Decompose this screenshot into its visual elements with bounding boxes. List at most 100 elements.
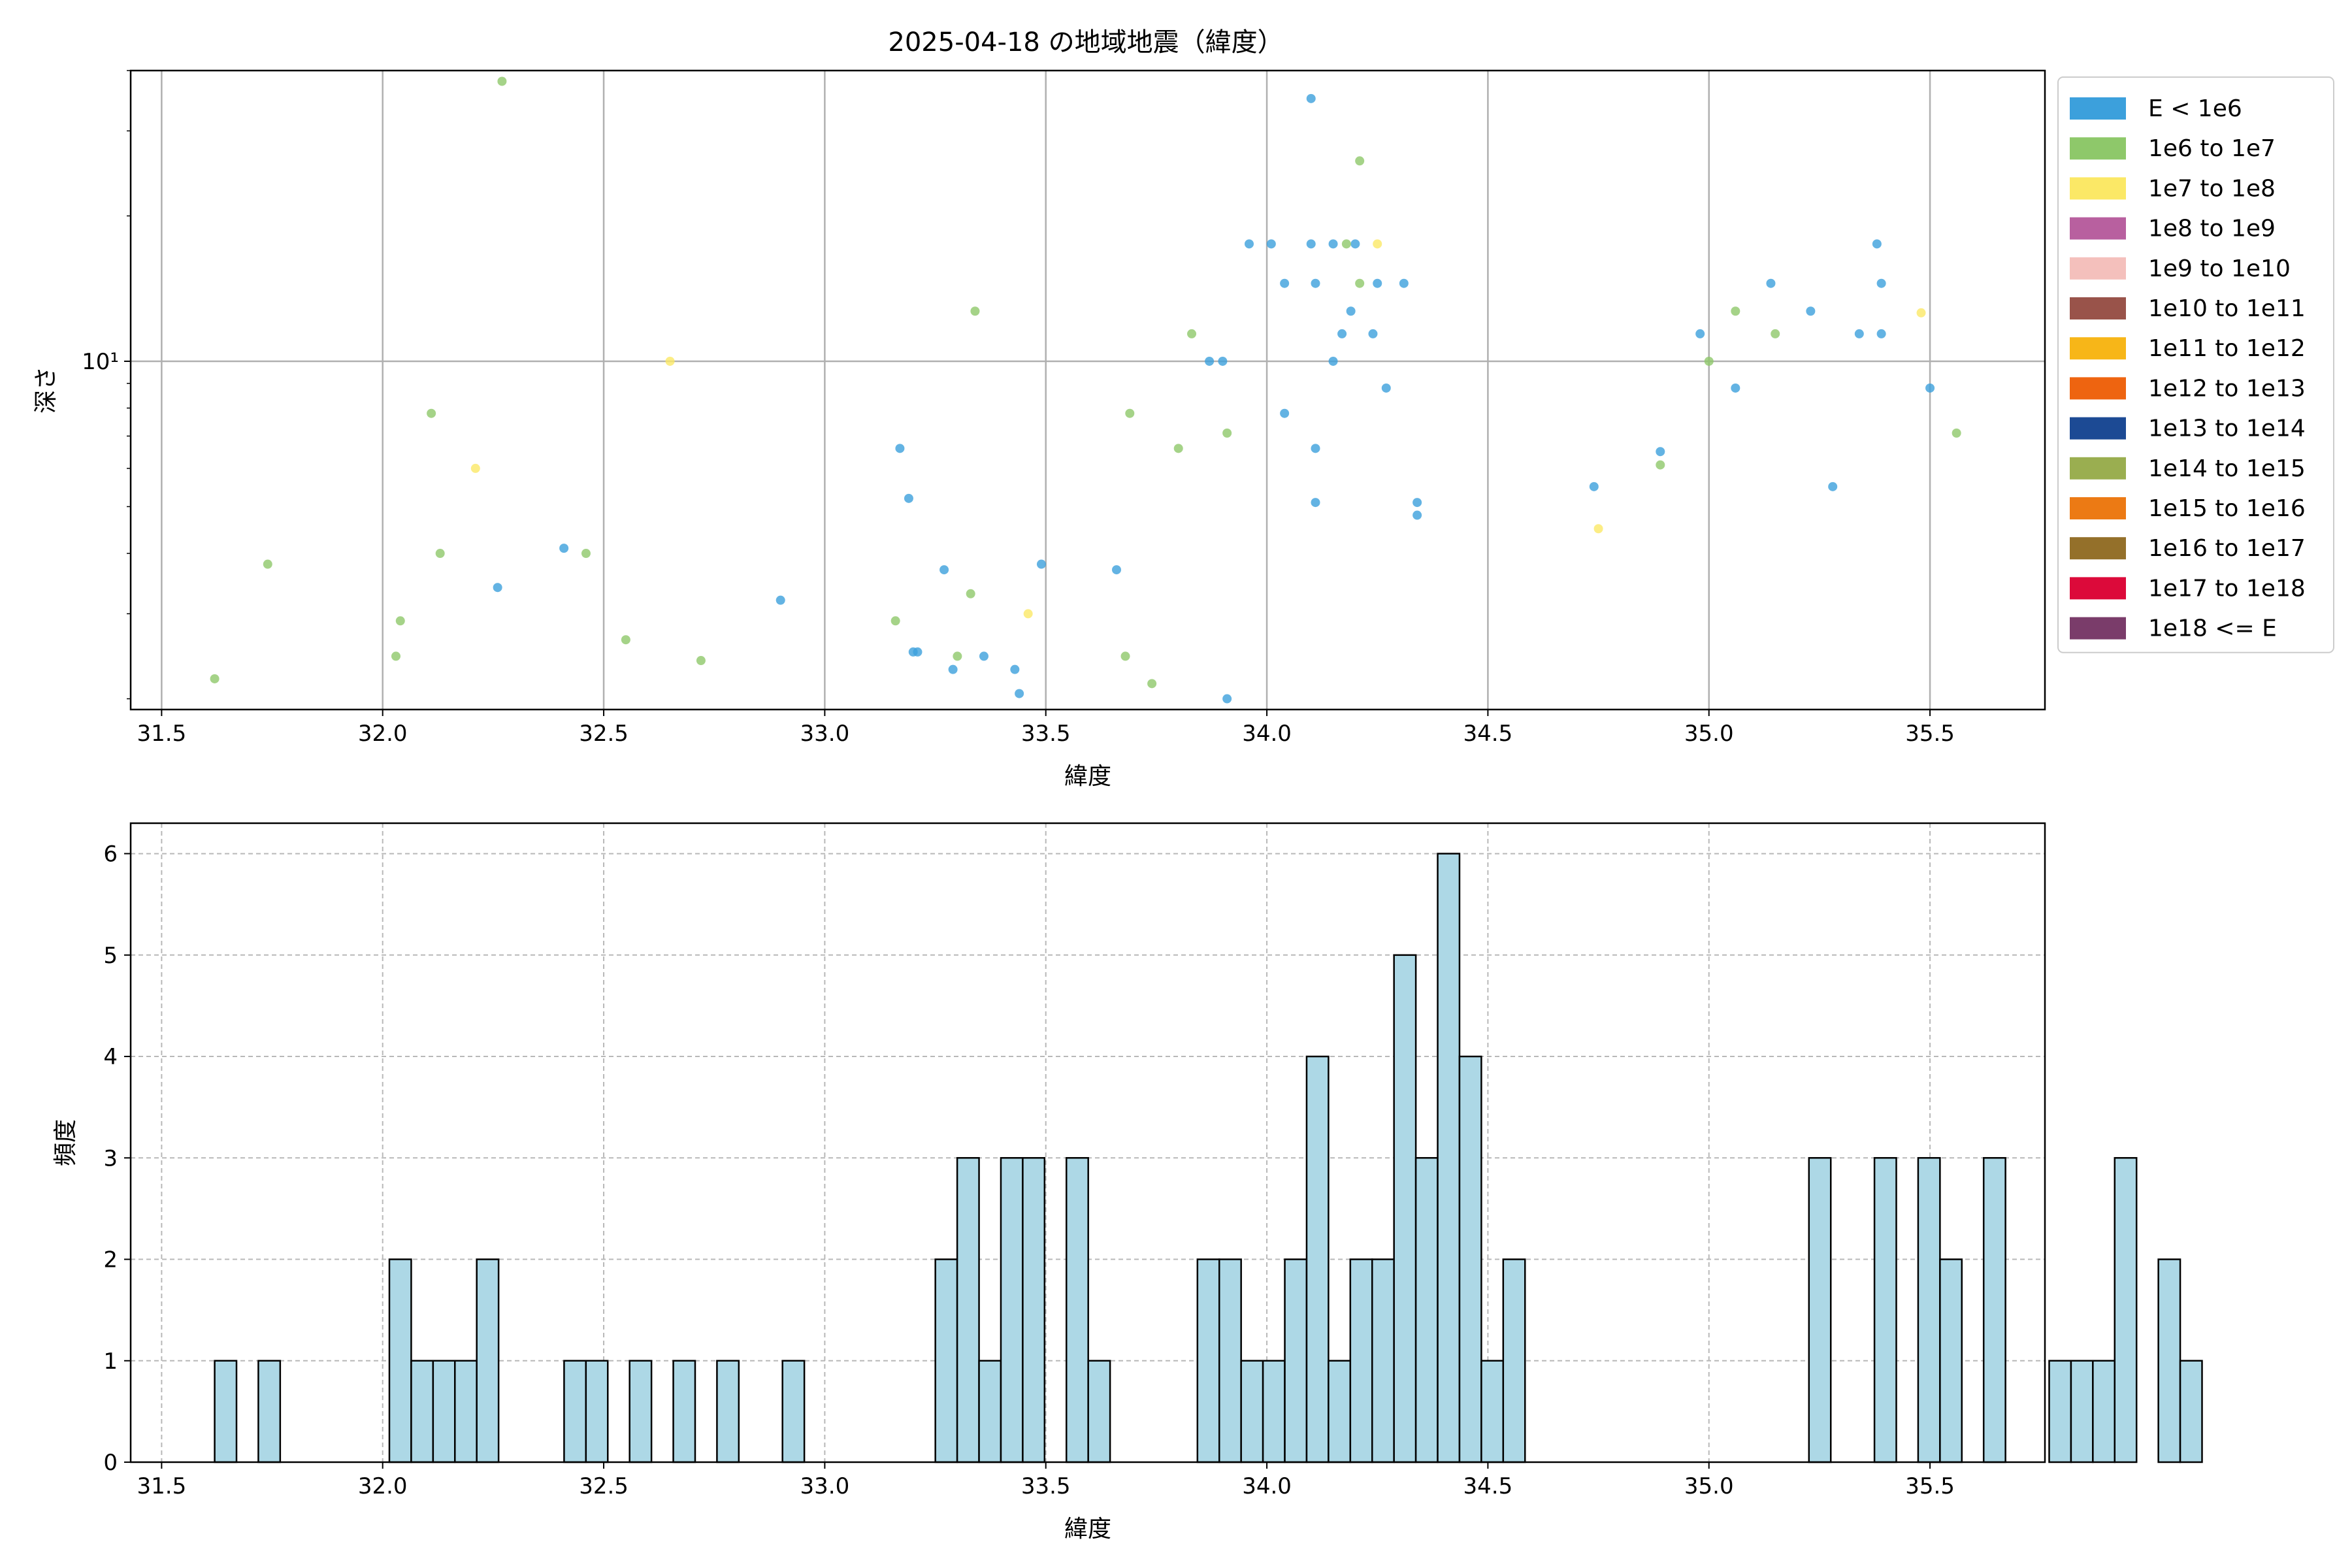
histogram-y-tick-label: 5	[103, 943, 118, 969]
scatter-point	[890, 616, 900, 626]
scatter-title: 2025-04-18 の地域地震（緯度）	[888, 27, 1283, 57]
histogram-bar	[1328, 1360, 1352, 1463]
scatter-point	[1771, 329, 1780, 338]
scatter-x-tick-label: 34.5	[1463, 721, 1513, 747]
scatter-points	[210, 76, 1961, 704]
scatter-point	[1413, 498, 1422, 508]
scatter-point	[1328, 356, 1338, 366]
scatter-point	[1306, 239, 1316, 249]
scatter-point	[1222, 428, 1232, 438]
legend-label: 1e7 to 1e8	[2148, 175, 2276, 202]
scatter-point	[1350, 239, 1360, 249]
scatter-point	[1766, 278, 1776, 288]
scatter-point	[1266, 239, 1276, 249]
histogram-bar	[934, 1258, 958, 1463]
scatter-point	[1656, 447, 1665, 457]
histogram-x-tick-label: 31.5	[137, 1473, 187, 1499]
scatter-point	[1373, 278, 1382, 288]
scatter-point	[904, 493, 913, 503]
scatter-point	[1205, 356, 1215, 366]
histogram-bar	[1917, 1157, 1941, 1463]
legend-swatch	[2070, 137, 2126, 160]
scatter-point	[895, 444, 905, 453]
legend-label: 1e13 to 1e14	[2148, 416, 2306, 442]
scatter-point	[1218, 356, 1228, 366]
scatter-point	[1341, 239, 1351, 249]
scatter-point	[1173, 444, 1183, 453]
legend-swatch	[2070, 297, 2126, 319]
legend-label: 1e17 to 1e18	[2148, 575, 2306, 602]
histogram-bar	[1437, 853, 1461, 1463]
histogram-bar	[629, 1360, 653, 1463]
histogram-bar	[563, 1360, 587, 1463]
histogram-plot-frame	[129, 822, 2046, 1463]
scatter-point	[1337, 329, 1347, 338]
legend-swatch	[2070, 617, 2126, 640]
scatter-point	[1731, 383, 1740, 393]
legend-swatch	[2070, 337, 2126, 360]
histogram-bar	[1065, 1157, 1089, 1463]
legend-swatch	[2070, 497, 2126, 519]
scatter-x-tick-label: 35.5	[1905, 721, 1955, 747]
scatter-point	[581, 549, 591, 559]
histogram-bar	[432, 1360, 456, 1463]
legend-label: 1e10 to 1e11	[2148, 295, 2306, 322]
scatter-point	[395, 616, 405, 626]
histogram-y-tick-label: 2	[103, 1247, 118, 1273]
scatter-point	[1023, 609, 1033, 619]
histogram-bar	[1218, 1258, 1242, 1463]
histogram-bar	[410, 1360, 434, 1463]
scatter-point	[1731, 306, 1740, 316]
scatter-point	[1925, 383, 1935, 393]
scatter-point	[1381, 383, 1391, 393]
scatter-point	[1876, 278, 1886, 288]
histogram-x-tick-label: 34.5	[1463, 1473, 1513, 1499]
legend-label: E < 1e6	[2148, 95, 2242, 122]
scatter-point	[1010, 664, 1020, 674]
scatter-point	[493, 583, 502, 593]
histogram-y-tick-label: 0	[103, 1450, 118, 1476]
histogram-y-tick-label: 4	[103, 1044, 118, 1070]
histogram-bar	[2114, 1157, 2138, 1463]
scatter-point	[1311, 278, 1320, 288]
scatter-point	[1916, 308, 1926, 318]
scatter-point	[1111, 565, 1121, 575]
scatter-point	[1854, 329, 1864, 338]
scatter-point	[1355, 278, 1365, 288]
histogram-bars	[214, 853, 2203, 1463]
histogram-bar	[1022, 1157, 1046, 1463]
histogram-x-tick-label: 35.0	[1684, 1473, 1734, 1499]
scatter-point	[939, 565, 949, 575]
histogram-bar	[454, 1360, 478, 1463]
histogram-bar	[388, 1258, 412, 1463]
histogram-bar	[781, 1360, 806, 1463]
scatter-point	[621, 635, 630, 645]
scatter-point	[948, 664, 958, 674]
histogram-bar	[1414, 1157, 1439, 1463]
legend-swatch	[2070, 577, 2126, 600]
scatter-axes: 31.5 32.0 32.5 33.0 33.5 34.0 34.5 35.0 35.5 10¹	[82, 70, 1955, 747]
histogram-x-axis-label: 緯度	[1064, 1516, 1111, 1543]
histogram-bar	[1087, 1360, 1111, 1463]
legend-label: 1e14 to 1e15	[2148, 455, 2306, 482]
scatter-point	[1373, 239, 1382, 249]
scatter-point	[263, 559, 272, 569]
scatter-point	[1695, 329, 1705, 338]
scatter-point	[1368, 329, 1378, 338]
scatter-point	[1036, 559, 1046, 569]
histogram-bar	[2157, 1258, 2181, 1463]
scatter-point	[970, 306, 980, 316]
legend-label: 1e18 <= E	[2148, 615, 2277, 642]
scatter-point	[470, 463, 480, 473]
histogram-axes: 31.5 32.0 32.5 33.0 33.5 34.0 34.5 35.0 35.5 0 1 2 3…	[103, 841, 1955, 1499]
scatter-x-tick-label: 33.0	[800, 721, 850, 747]
scatter-point	[1704, 356, 1714, 366]
scatter-point	[1280, 408, 1290, 418]
scatter-point	[953, 651, 962, 661]
scatter-point	[497, 76, 507, 86]
scatter-point	[1876, 329, 1886, 338]
legend-frame	[2057, 76, 2334, 653]
histogram-y-axis-label: 頻度	[52, 1119, 79, 1166]
histogram-bar	[672, 1360, 696, 1463]
